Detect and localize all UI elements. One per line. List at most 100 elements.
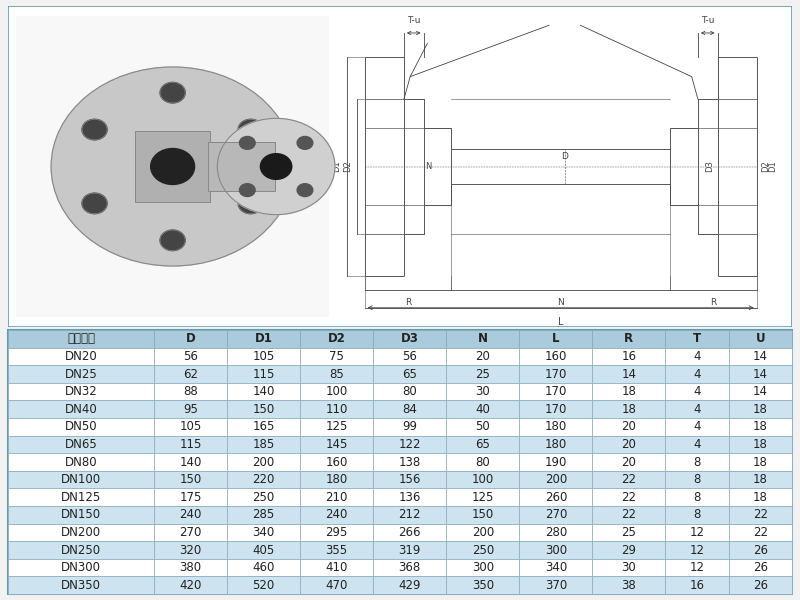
Bar <box>666 347 729 365</box>
Text: 18: 18 <box>753 473 768 486</box>
Bar <box>300 400 374 418</box>
Bar <box>154 347 227 365</box>
Text: DN32: DN32 <box>65 385 98 398</box>
Bar <box>729 330 792 347</box>
Circle shape <box>297 136 313 149</box>
Bar <box>8 347 154 365</box>
Text: 125: 125 <box>326 420 348 433</box>
Bar <box>592 471 666 488</box>
Bar <box>300 559 374 577</box>
Bar <box>592 488 666 506</box>
Text: 170: 170 <box>545 385 567 398</box>
Text: N: N <box>425 162 431 171</box>
Bar <box>374 453 446 471</box>
Circle shape <box>239 136 255 149</box>
Text: 4: 4 <box>694 420 701 433</box>
Text: 350: 350 <box>472 578 494 592</box>
Text: 200: 200 <box>545 473 567 486</box>
Text: 4: 4 <box>694 438 701 451</box>
Text: 260: 260 <box>545 491 567 503</box>
Bar <box>519 559 592 577</box>
Bar <box>300 506 374 524</box>
Bar <box>154 559 227 577</box>
Text: 125: 125 <box>471 491 494 503</box>
Text: 22: 22 <box>622 491 636 503</box>
Bar <box>227 524 300 541</box>
Bar <box>227 418 300 436</box>
Bar <box>446 541 519 559</box>
Text: 212: 212 <box>398 508 421 521</box>
Text: DN300: DN300 <box>61 561 101 574</box>
Bar <box>446 383 519 400</box>
Text: 156: 156 <box>398 473 421 486</box>
Text: 14: 14 <box>622 367 636 380</box>
Text: 250: 250 <box>472 544 494 557</box>
Text: 150: 150 <box>253 403 274 416</box>
Text: 240: 240 <box>179 508 202 521</box>
Text: R: R <box>624 332 634 346</box>
Text: 50: 50 <box>475 420 490 433</box>
Text: DN80: DN80 <box>65 455 98 469</box>
Bar <box>227 488 300 506</box>
Text: 300: 300 <box>472 561 494 574</box>
Bar <box>227 347 300 365</box>
Text: DN25: DN25 <box>65 367 98 380</box>
Text: D: D <box>562 152 568 161</box>
Text: DN350: DN350 <box>61 578 101 592</box>
Text: 88: 88 <box>183 385 198 398</box>
Bar <box>374 365 446 383</box>
Bar <box>300 453 374 471</box>
Text: 270: 270 <box>545 508 567 521</box>
Text: T: T <box>693 332 701 346</box>
Bar <box>666 488 729 506</box>
Text: N: N <box>558 298 564 307</box>
Text: 300: 300 <box>545 544 567 557</box>
Text: 295: 295 <box>326 526 348 539</box>
Text: 368: 368 <box>398 561 421 574</box>
Text: 65: 65 <box>475 438 490 451</box>
Text: DN50: DN50 <box>65 420 98 433</box>
Bar <box>16 16 330 317</box>
Text: DN20: DN20 <box>65 350 98 363</box>
Bar <box>666 471 729 488</box>
Bar <box>374 541 446 559</box>
Text: 190: 190 <box>545 455 567 469</box>
Bar <box>227 541 300 559</box>
Bar <box>8 418 154 436</box>
Bar <box>446 488 519 506</box>
Text: 40: 40 <box>475 403 490 416</box>
Text: 8: 8 <box>694 508 701 521</box>
Text: 220: 220 <box>253 473 275 486</box>
Bar <box>227 559 300 577</box>
Text: 20: 20 <box>622 420 636 433</box>
Bar <box>446 453 519 471</box>
Bar <box>519 383 592 400</box>
Bar <box>227 365 300 383</box>
Circle shape <box>297 184 313 197</box>
Text: D: D <box>186 332 195 346</box>
Bar <box>729 418 792 436</box>
Text: 99: 99 <box>402 420 418 433</box>
Text: 110: 110 <box>326 403 348 416</box>
Bar <box>519 436 592 453</box>
Text: 56: 56 <box>183 350 198 363</box>
Text: D3: D3 <box>401 332 418 346</box>
Text: DN65: DN65 <box>65 438 98 451</box>
Bar <box>666 400 729 418</box>
Bar <box>519 347 592 365</box>
Text: 115: 115 <box>253 367 275 380</box>
Text: D1: D1 <box>254 332 273 346</box>
Text: 56: 56 <box>402 350 417 363</box>
Text: L: L <box>558 317 563 328</box>
Text: D2: D2 <box>328 332 346 346</box>
Bar <box>300 383 374 400</box>
Text: 16: 16 <box>622 350 636 363</box>
Bar <box>135 131 210 202</box>
Text: 29: 29 <box>622 544 636 557</box>
Text: 160: 160 <box>545 350 567 363</box>
Text: 460: 460 <box>253 561 275 574</box>
Text: 84: 84 <box>402 403 417 416</box>
Text: DN100: DN100 <box>61 473 101 486</box>
Bar <box>666 577 729 594</box>
Bar <box>446 436 519 453</box>
